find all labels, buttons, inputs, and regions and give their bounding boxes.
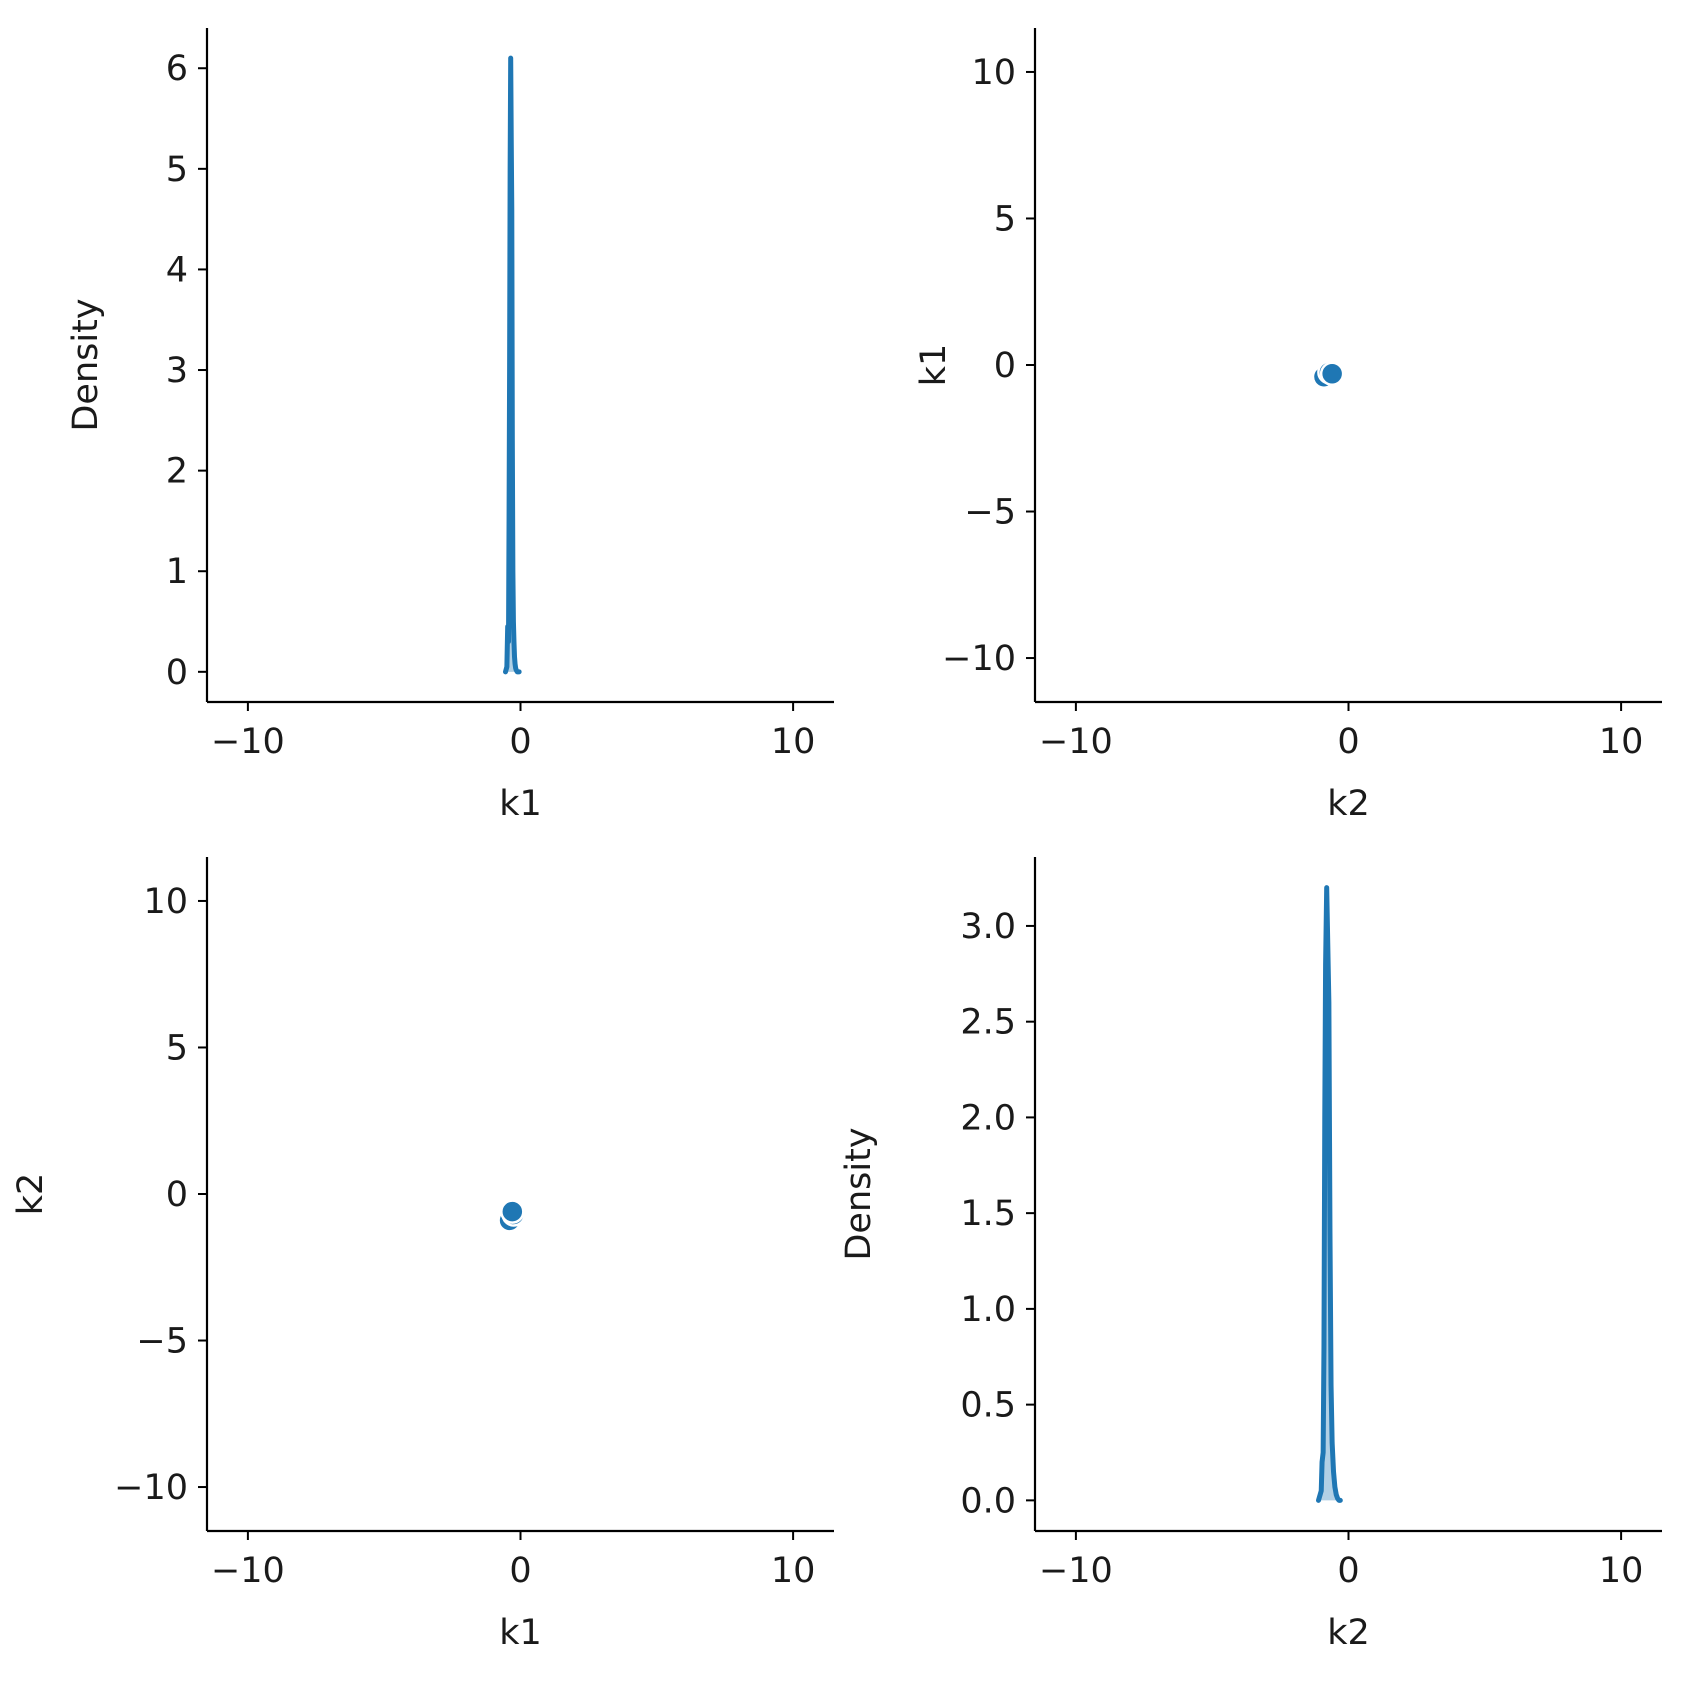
y-tick-label: −10 xyxy=(114,1468,188,1508)
y-tick-label: 5 xyxy=(994,199,1016,239)
y-tick-label: 10 xyxy=(971,53,1016,93)
y-tick-label: 0.0 xyxy=(960,1481,1016,1521)
y-tick-label: −5 xyxy=(964,493,1016,533)
x-tick-label: 0 xyxy=(509,1551,531,1591)
y-tick-label: 2.0 xyxy=(960,1098,1016,1138)
y-tick-label: 1.0 xyxy=(960,1290,1016,1330)
y-tick-label: 3.0 xyxy=(960,907,1016,947)
panel-top-right: −10 0 10 −10 −5 0 5 10 k2 k1 xyxy=(914,28,1662,824)
y-axis-label: Density xyxy=(839,1127,879,1260)
scatter-point xyxy=(500,1199,525,1224)
x-axis-label: k2 xyxy=(1327,1613,1370,1653)
y-axis-label: k2 xyxy=(11,1173,51,1216)
y-tick-label: 5 xyxy=(166,1028,188,1068)
x-axis-label: k2 xyxy=(1327,784,1370,824)
y-axis-label: k1 xyxy=(914,344,954,387)
x-tick-label: 10 xyxy=(1599,722,1644,762)
x-tick-label: −10 xyxy=(211,1551,285,1591)
x-tick-label: 0 xyxy=(1337,1551,1359,1591)
panel-bottom-left: −10 0 10 −10 −5 0 5 10 k1 k2 xyxy=(11,857,834,1653)
x-axis-label: k1 xyxy=(499,784,542,824)
x-tick-label: −10 xyxy=(1039,722,1113,762)
y-tick-label: 2 xyxy=(166,452,188,492)
y-tick-label: 4 xyxy=(166,250,188,290)
y-tick-label: 1 xyxy=(166,552,188,592)
y-tick-label: 10 xyxy=(143,882,188,922)
panel-top-left: −10 0 10 0 1 2 3 4 5 6 k1 Density xyxy=(66,28,834,824)
x-tick-label: 0 xyxy=(1337,722,1359,762)
x-tick-label: −10 xyxy=(211,722,285,762)
scatter-point xyxy=(1319,361,1345,387)
x-tick-label: 10 xyxy=(1599,1551,1644,1591)
x-tick-label: −10 xyxy=(1039,1551,1113,1591)
y-axis-label: Density xyxy=(66,298,106,431)
y-tick-label: −10 xyxy=(942,639,1016,679)
y-tick-label: 6 xyxy=(166,49,188,89)
y-tick-label: 0.5 xyxy=(960,1386,1016,1426)
x-tick-label: 0 xyxy=(509,722,531,762)
y-tick-label: 5 xyxy=(166,150,188,190)
kde-line xyxy=(503,55,522,675)
x-tick-label: 10 xyxy=(771,1551,816,1591)
y-tick-label: 0 xyxy=(994,346,1016,386)
y-tick-label: 0 xyxy=(166,1175,188,1215)
y-tick-label: 2.5 xyxy=(960,1003,1016,1043)
y-tick-label: −5 xyxy=(136,1322,188,1362)
y-tick-label: 1.5 xyxy=(960,1194,1016,1234)
kde-line xyxy=(1316,885,1343,1503)
x-tick-label: 10 xyxy=(771,722,816,762)
y-tick-label: 3 xyxy=(166,351,188,391)
x-axis-label: k1 xyxy=(499,1613,542,1653)
y-tick-label: 0 xyxy=(166,653,188,693)
panel-bottom-right: −10 0 10 0.0 0.5 1.0 1.5 2.0 2.5 3.0 k2 Density xyxy=(839,857,1662,1653)
